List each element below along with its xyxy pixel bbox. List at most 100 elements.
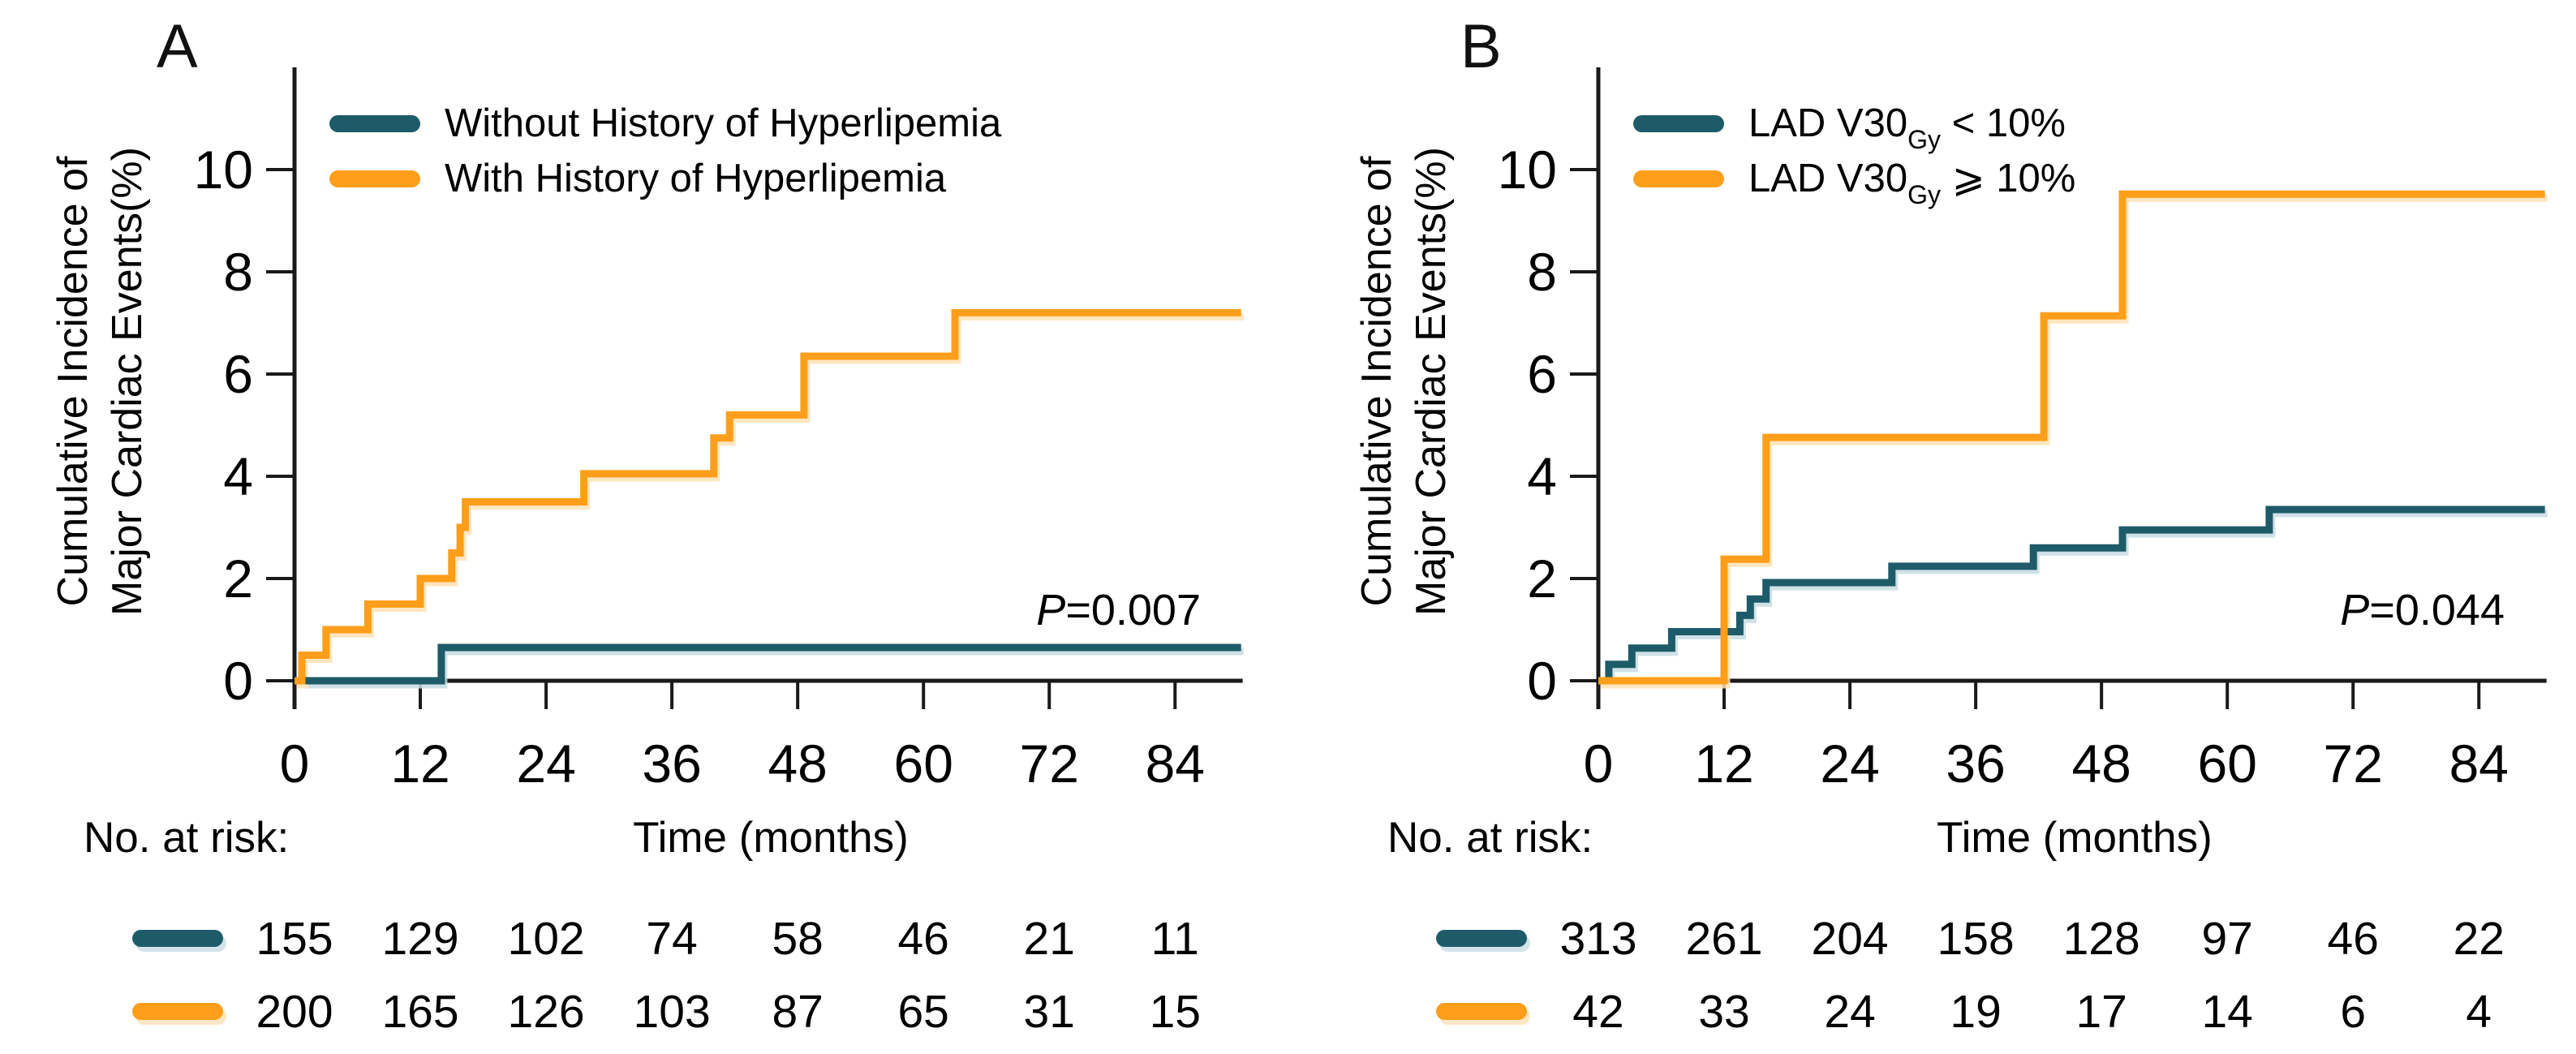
svg-text:72: 72 <box>1020 733 1079 794</box>
panel-b-risk-row-orange: 42 33 24 19 17 14 6 4 <box>1304 987 2576 1037</box>
svg-text:84: 84 <box>1146 733 1205 794</box>
panel-a-xlabel: Time (months) <box>633 814 909 862</box>
svg-text:24: 24 <box>516 733 575 794</box>
panel-a-p-value: P=0.007 <box>811 586 1201 635</box>
risk-count: 200 <box>256 986 333 1038</box>
panel-a: A Cumulative Incidence of Major Cardiac … <box>0 0 1272 1054</box>
svg-text:60: 60 <box>893 733 953 794</box>
p-number: =0.007 <box>1065 586 1201 635</box>
svg-text:8: 8 <box>223 242 253 302</box>
svg-text:0: 0 <box>1527 651 1557 711</box>
p-number: =0.044 <box>2369 586 2505 635</box>
risk-count: 6 <box>2340 986 2367 1038</box>
legend-text-post: ⩾ 10% <box>1941 157 2076 200</box>
svg-text:48: 48 <box>2071 733 2131 794</box>
svg-text:10: 10 <box>1498 140 1557 200</box>
risk-count: 46 <box>2327 913 2379 965</box>
risk-count: 19 <box>1950 986 2002 1038</box>
risk-count: 24 <box>1824 986 1876 1038</box>
risk-count: 15 <box>1149 986 1201 1038</box>
legend-text-pre: Without History of Hyperlipemia <box>445 101 1002 145</box>
svg-text:12: 12 <box>1694 733 1753 794</box>
panel-a-title: A <box>157 12 198 81</box>
svg-text:6: 6 <box>1527 344 1557 404</box>
risk-count: 103 <box>633 986 711 1038</box>
legend-label-lad-lt-10: LAD V30Gy < 10% <box>1748 99 2066 161</box>
risk-count: 261 <box>1685 913 1763 965</box>
risk-count: 58 <box>772 913 824 965</box>
risk-count: 158 <box>1937 913 2015 965</box>
svg-text:8: 8 <box>1527 242 1557 302</box>
panel-b-risk-label: No. at risk: <box>1387 814 1593 862</box>
legend-label-with-hyperlipemia: With History of Hyperlipemia <box>445 154 946 216</box>
svg-text:0: 0 <box>1584 733 1614 794</box>
risk-row-teal-swatch <box>132 930 223 947</box>
panel-b-title: B <box>1460 12 1502 81</box>
legend-label-lad-ge-10: LAD V30Gy ⩾ 10% <box>1748 154 2075 216</box>
svg-text:36: 36 <box>1946 733 2005 794</box>
svg-text:6: 6 <box>223 344 253 404</box>
svg-text:0: 0 <box>223 651 253 711</box>
svg-text:0: 0 <box>280 733 310 794</box>
svg-text:10: 10 <box>194 140 253 200</box>
svg-text:24: 24 <box>1820 733 1879 794</box>
legend-text-pre: With History of Hyperlipemia <box>445 157 947 200</box>
svg-text:84: 84 <box>2449 733 2509 794</box>
panel-a-risk-row-teal: 155 129 102 74 58 46 21 11 <box>0 914 1272 964</box>
panel-b-risk-row-teal: 313 261 204 158 128 97 46 22 <box>1304 914 2576 964</box>
risk-count: 11 <box>1150 913 1199 965</box>
risk-row-teal-swatch <box>1436 930 1527 947</box>
risk-count: 42 <box>1572 986 1624 1038</box>
svg-text:4: 4 <box>223 446 253 506</box>
legend-line-orange-swatch <box>329 170 420 187</box>
p-symbol: P <box>2340 586 2370 635</box>
risk-count: 126 <box>507 986 585 1038</box>
risk-count: 204 <box>1811 913 1889 965</box>
panel-a-risk-label: No. at risk: <box>84 814 290 862</box>
legend-line-orange-swatch <box>1633 170 1724 187</box>
panel-b: B Cumulative Incidence of Major Cardiac … <box>1304 0 2576 1054</box>
risk-count: 313 <box>1559 913 1637 965</box>
risk-count: 21 <box>1023 913 1075 965</box>
legend-text-pre: LAD V30 <box>1748 101 1908 145</box>
risk-row-orange-swatch <box>132 1003 223 1020</box>
svg-text:2: 2 <box>1527 549 1557 609</box>
panel-a-risk-row-orange: 200 165 126 103 87 65 31 15 <box>0 987 1272 1037</box>
legend-text-sub: Gy <box>1907 179 1942 209</box>
panel-b-xlabel: Time (months) <box>1937 814 2213 862</box>
svg-text:4: 4 <box>1527 446 1557 506</box>
risk-count: 14 <box>2201 986 2253 1038</box>
svg-text:72: 72 <box>2324 733 2383 794</box>
risk-count: 97 <box>2201 913 2253 965</box>
svg-text:48: 48 <box>768 733 827 794</box>
risk-count: 165 <box>381 986 459 1038</box>
svg-text:2: 2 <box>223 549 253 609</box>
risk-count: 87 <box>772 986 824 1038</box>
svg-text:12: 12 <box>390 733 449 794</box>
risk-count: 22 <box>2453 913 2505 965</box>
risk-count: 129 <box>381 913 459 965</box>
risk-count: 65 <box>897 986 949 1038</box>
legend-text-sub: Gy <box>1907 124 1942 154</box>
risk-count: 4 <box>2466 986 2492 1038</box>
risk-count: 31 <box>1023 986 1075 1038</box>
legend-text-pre: LAD V30 <box>1748 157 1908 200</box>
legend-label-without-hyperlipemia: Without History of Hyperlipemia <box>445 99 1001 161</box>
legend-line-teal-swatch <box>329 115 420 132</box>
risk-count: 17 <box>2075 986 2127 1038</box>
risk-count: 33 <box>1698 986 1750 1038</box>
risk-row-orange-swatch <box>1436 1003 1527 1020</box>
legend-text-post: < 10% <box>1941 101 2066 145</box>
panel-b-p-value: P=0.044 <box>2115 586 2505 635</box>
risk-count: 74 <box>646 913 698 965</box>
legend-line-teal-swatch <box>1633 115 1724 132</box>
svg-text:36: 36 <box>642 733 701 794</box>
p-symbol: P <box>1036 586 1066 635</box>
risk-count: 155 <box>256 913 333 965</box>
risk-count: 128 <box>2062 913 2140 965</box>
risk-count: 102 <box>507 913 585 965</box>
risk-count: 46 <box>897 913 949 965</box>
